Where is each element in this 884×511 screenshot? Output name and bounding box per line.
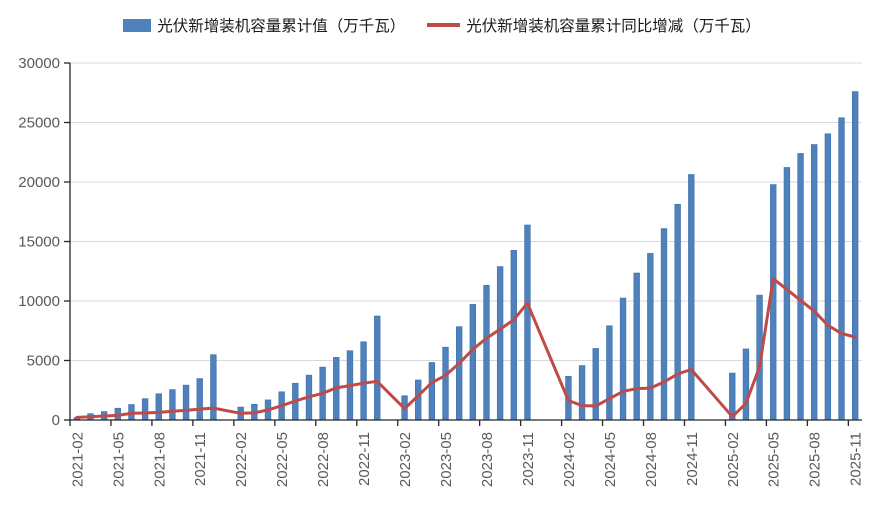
bar-2025-09: [824, 133, 832, 421]
bar-2021-10: [182, 384, 190, 421]
x-tick-label: 2021-08: [151, 432, 168, 487]
bar-2021-12: [210, 354, 217, 421]
x-tick-label: 2024-05: [602, 432, 619, 487]
x-tick-label: 2025-11: [848, 432, 865, 486]
bar-2022-11: [360, 341, 367, 421]
bar-2023-03: [415, 379, 422, 421]
y-tick-label: 10000: [18, 293, 60, 310]
y-tick-label: 15000: [18, 234, 60, 251]
bar-2021-08: [155, 393, 162, 421]
bar-2025-03: [742, 348, 750, 421]
bar-2025-11: [852, 91, 859, 421]
x-tick-label: 2023-05: [438, 432, 455, 487]
bar-2021-11: [196, 378, 203, 421]
x-tick-label: 2024-02: [561, 432, 578, 487]
yoy-line-series: [75, 277, 857, 419]
bar-2023-04: [428, 362, 436, 421]
x-tick-label: 2023-08: [479, 432, 496, 487]
legend-label-yoy: 光伏新增装机容量累计同比增减（万千瓦）: [466, 18, 761, 35]
bar-2023-08: [483, 285, 490, 421]
y-tick-label: 25000: [18, 115, 60, 132]
bar-2024-11: [688, 174, 695, 421]
x-tick-label: 2022-08: [315, 432, 332, 487]
line-series-swatch: [427, 23, 461, 27]
bar-2025-08: [811, 144, 818, 421]
x-tick-label: 2025-02: [725, 432, 742, 487]
chart-legend: 光伏新增装机容量累计值（万千瓦） 光伏新增装机容量累计同比增减（万千瓦）: [0, 8, 884, 42]
bar-2021-09: [169, 389, 176, 421]
x-tick-label: 2022-05: [274, 432, 291, 487]
bar-series-swatch: [123, 18, 152, 32]
bar-2023-10: [510, 250, 517, 421]
bar-2023-05: [442, 346, 449, 421]
legend-item-yoy-line: 光伏新增装机容量累计同比增减（万千瓦）: [427, 14, 761, 36]
bar-2024-07: [633, 272, 640, 421]
bar-2024-08: [647, 253, 654, 421]
x-tick-label: 2021-02: [69, 432, 86, 487]
legend-item-cumulative-bars: 光伏新增装机容量累计值（万千瓦）: [123, 14, 405, 36]
bar-2023-11: [524, 224, 531, 421]
bar-2024-10: [674, 203, 681, 421]
x-tick-label: 2022-02: [233, 432, 250, 487]
bar-2024-09: [660, 228, 668, 421]
x-tick-label: 2024-11: [684, 432, 701, 486]
y-tick-label: 5000: [27, 353, 60, 370]
bar-2024-06: [619, 297, 627, 421]
bar-2023-07: [469, 304, 476, 421]
x-tick-label: 2024-08: [643, 432, 660, 487]
y-tick-label: 0: [52, 412, 60, 429]
bar-2025-07: [797, 153, 804, 421]
x-tick-label: 2021-05: [110, 432, 127, 487]
x-tick-label: 2023-11: [520, 432, 537, 486]
bar-2022-12: [374, 315, 381, 421]
x-tick-label: 2022-11: [356, 432, 373, 486]
x-tick-label: 2025-05: [766, 432, 783, 487]
bar-2024-05: [606, 325, 613, 421]
x-tick-label: 2021-11: [192, 432, 209, 486]
bar-2025-06: [783, 167, 791, 421]
bar-2023-06: [456, 326, 463, 421]
bar-2025-05: [770, 184, 777, 421]
bar-2025-10: [838, 117, 845, 421]
x-tick-label: 2023-02: [397, 432, 414, 487]
bar-2023-09: [496, 266, 504, 421]
x-tick-label: 2025-08: [807, 432, 824, 487]
bar-2024-03: [578, 365, 586, 421]
legend-label-cumulative: 光伏新增装机容量累计值（万千瓦）: [157, 18, 406, 35]
bar-2024-04: [592, 348, 599, 421]
y-tick-label: 30000: [18, 55, 60, 72]
bar-2021-07: [141, 398, 149, 421]
y-tick-label: 20000: [18, 174, 60, 191]
